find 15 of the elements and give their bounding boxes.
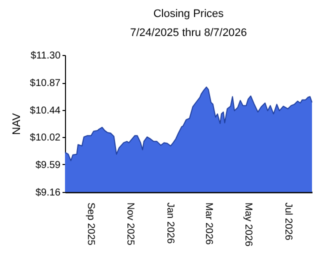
x-tick-label: May 2026 [242,202,254,247]
y-tick-label: $10.87 [30,78,61,90]
chart-subtitle: 7/24/2025 thru 8/7/2026 [130,27,247,39]
x-tick-label: Sep 2025 [84,202,96,246]
chart-title: Closing Prices [153,8,224,20]
x-tick-label: Nov 2025 [124,202,136,246]
y-tick-label: $9.59 [35,160,61,171]
y-tick-label: $10.02 [30,132,61,144]
y-axis-title: NAV [10,112,23,135]
x-tick-label: Mar 2026 [202,202,214,246]
y-tick-label: $10.44 [30,106,61,117]
y-tick-label: $11.30 [30,50,61,62]
x-tick-label: Jul 2026 [282,202,294,241]
x-tick-label: Jan 2026 [164,202,176,244]
y-tick-label: $9.16 [35,188,61,198]
